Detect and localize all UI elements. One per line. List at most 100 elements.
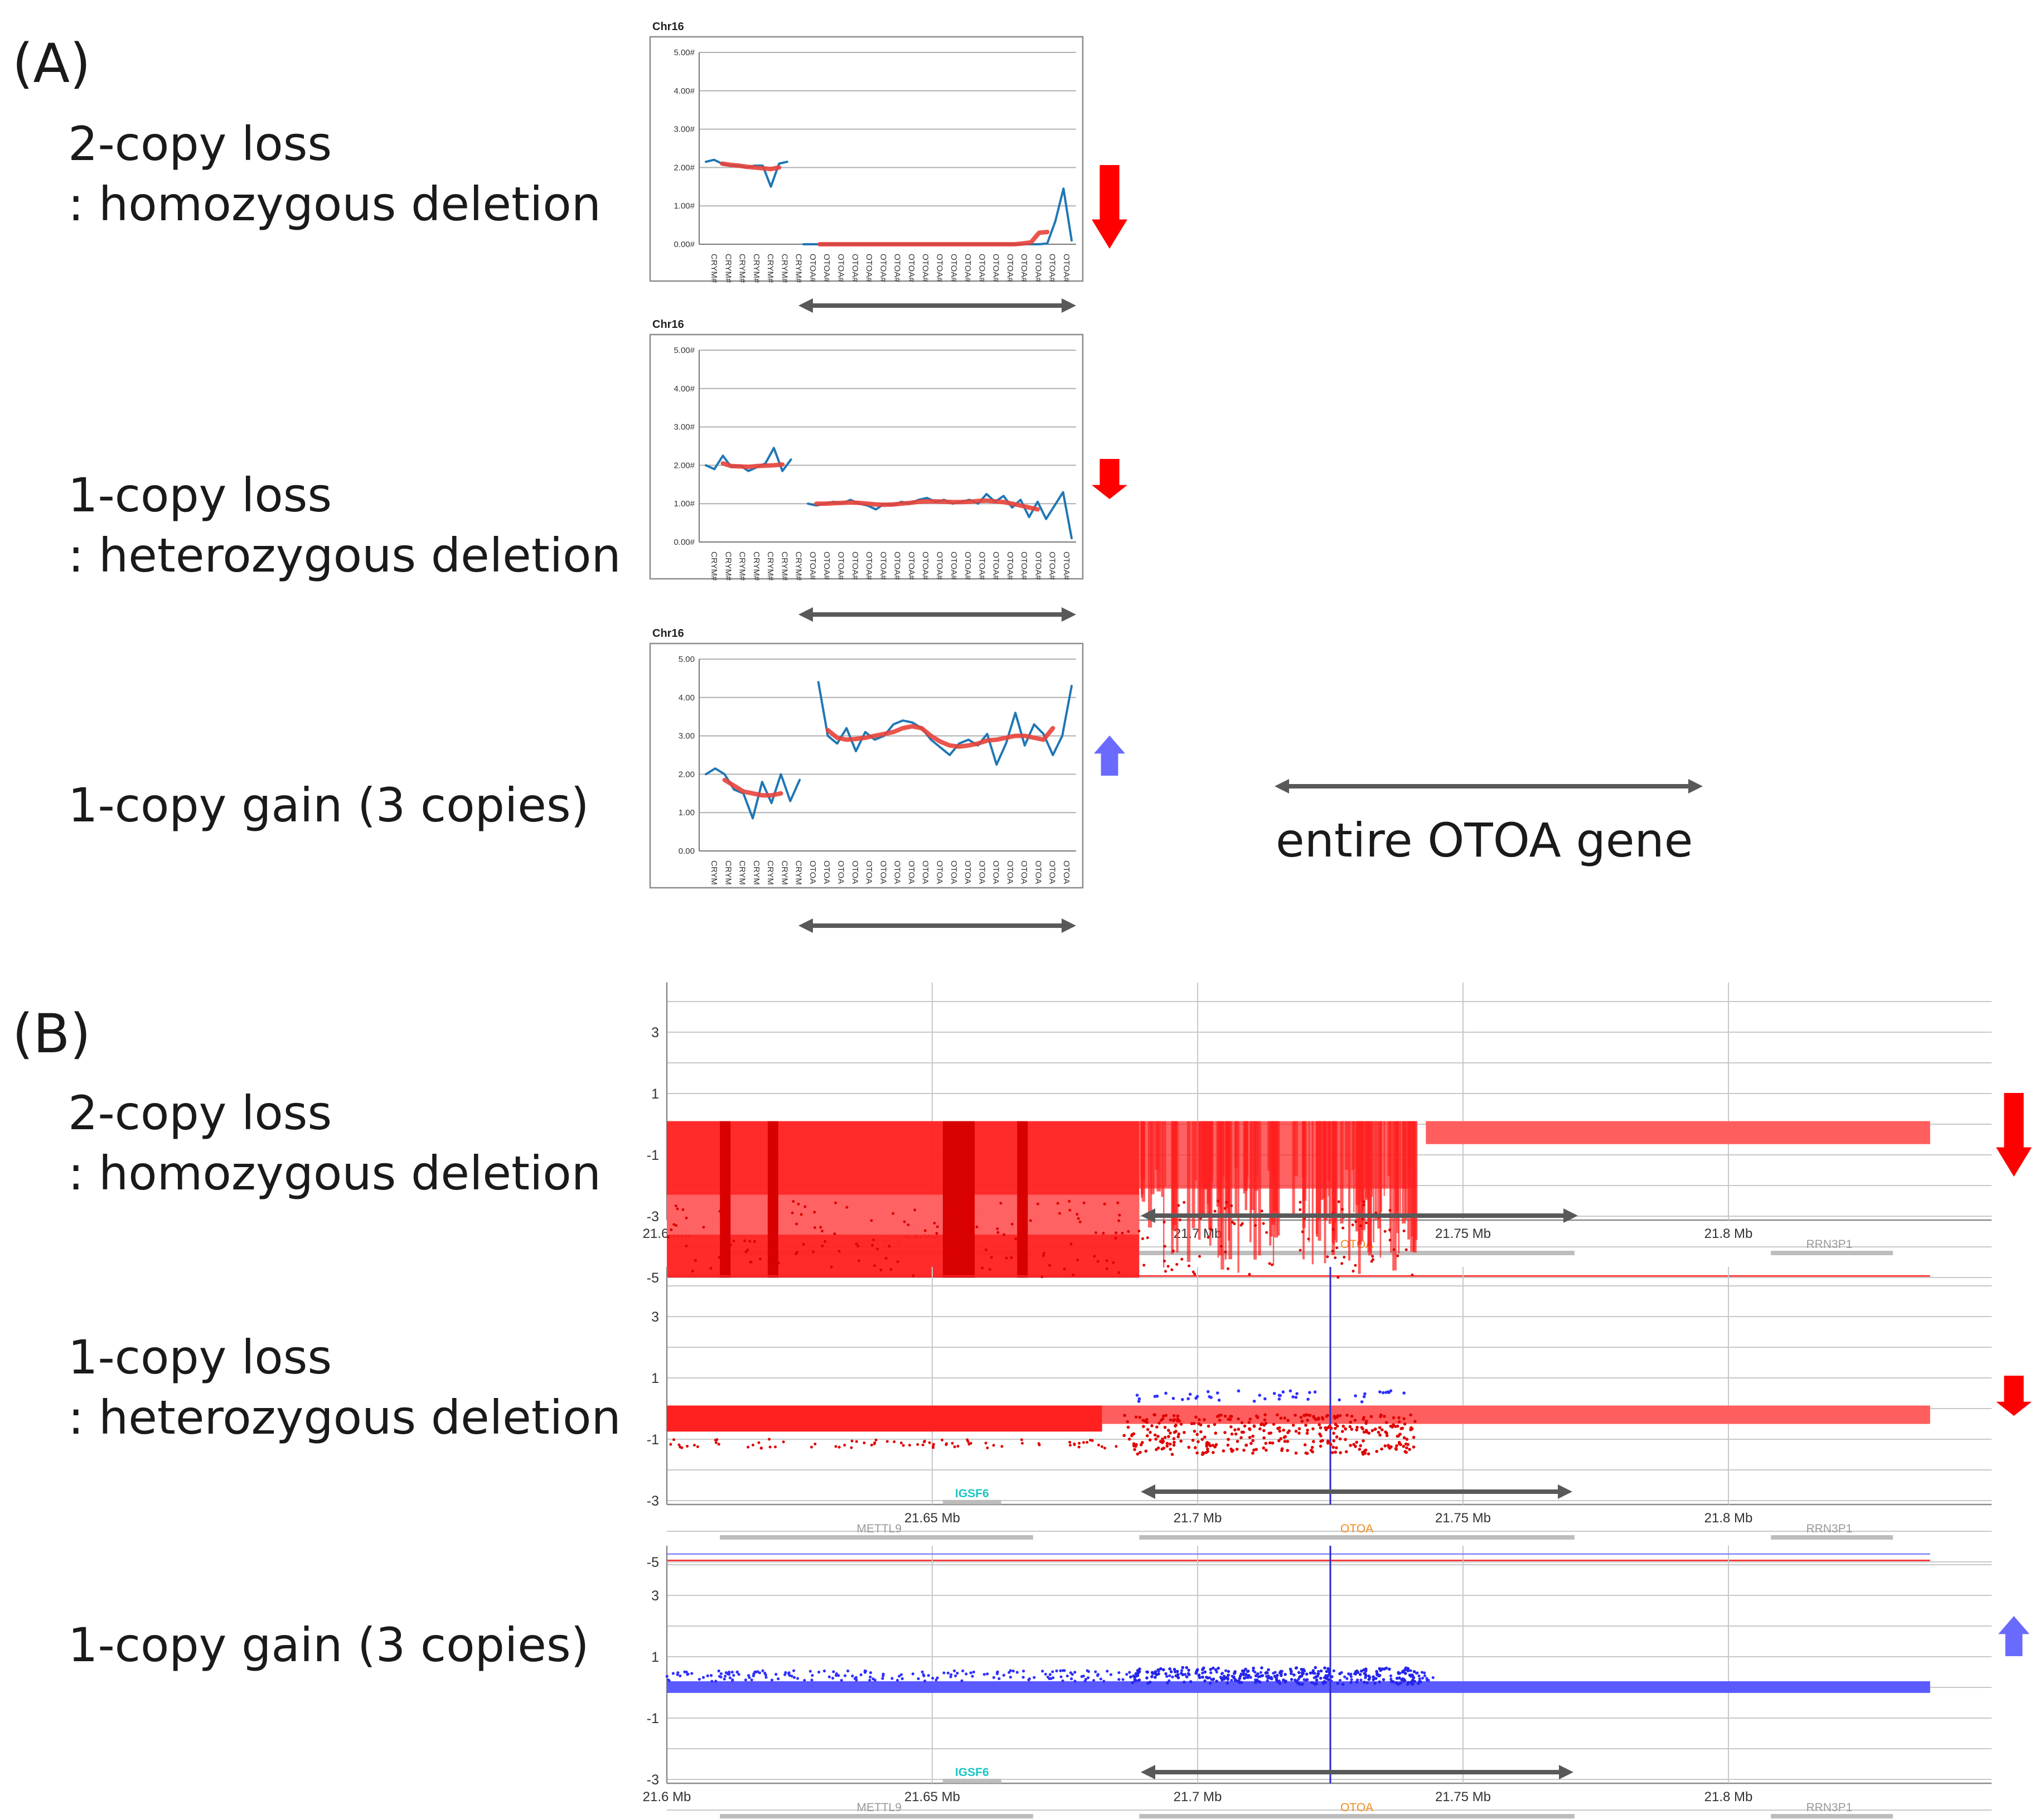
data-point [1206,1447,1209,1451]
data-point [996,1670,999,1673]
data-point [1056,1202,1059,1205]
data-point [690,1672,694,1675]
data-point [1358,1673,1362,1676]
data-point [832,1670,835,1673]
data-point [759,1447,763,1450]
data-point [1133,1678,1137,1682]
x-category-label: OTOA [850,860,860,884]
data-point [791,1211,794,1215]
data-point [1375,1672,1379,1676]
data-point [1345,1677,1349,1680]
data-point [1378,1426,1382,1429]
data-point [1395,1444,1398,1448]
double-arrow-right-head [1062,918,1076,933]
data-point [1372,1678,1375,1681]
data-point [1187,1445,1191,1449]
data-point [1363,1392,1367,1396]
x-category-label: OTOA# [1062,254,1071,282]
data-point [1137,1670,1141,1673]
x-tick-label: 21.7 Mb [1174,1511,1222,1526]
data-point [1349,1672,1353,1676]
data-point [1219,1676,1223,1680]
data-point [1165,1675,1169,1678]
y-tick-label: 4.00# [674,384,695,394]
data-point [1359,1224,1362,1227]
x-category-label: OTOA# [977,551,986,580]
data-point [1279,1437,1283,1440]
x-category-label: OTOA# [991,254,1001,282]
data-point [1360,1426,1364,1429]
data-point [1322,1681,1325,1685]
data-point [1233,1428,1237,1431]
data-point [803,1678,806,1682]
data-point [953,1445,956,1449]
data-point [1283,1672,1287,1676]
data-point [879,1269,883,1272]
data-point [732,1673,735,1677]
x-tick-label: 21.8 Mb [1704,1789,1753,1805]
data-point [850,1446,853,1449]
x-tick-label: 21.65 Mb [904,1511,960,1526]
data-point [1263,1418,1267,1422]
gene-label: RRN3P1 [1806,1238,1852,1251]
data-point [1315,1678,1319,1682]
data-point [1336,1414,1339,1418]
x-category-label: OTOA [822,860,831,884]
data-point [777,1677,780,1681]
data-point [672,1438,676,1441]
data-point [1005,1256,1008,1260]
data-point [855,1440,858,1443]
data-point [1211,1678,1215,1681]
data-point [1172,1414,1176,1418]
x-category-label: OTOA [1062,860,1071,884]
double-arrow-left-head [1275,779,1289,794]
data-point [1329,1426,1333,1430]
data-point [1002,1673,1006,1677]
x-tick-label: 21.65 Mb [904,1789,960,1805]
data-point [1398,1433,1402,1436]
data-point [1179,1423,1183,1426]
data-point [1238,1681,1242,1685]
data-point [1226,1681,1229,1685]
y-tick-label: 5.00# [674,346,695,355]
x-tick-label: 21.6 Mb [643,1789,691,1805]
y-tick-label: 1.00# [674,201,695,211]
data-point [1017,1245,1020,1248]
data-point [1128,1671,1131,1674]
data-point [966,1440,970,1443]
data-point [694,1259,697,1262]
data-point [863,1441,866,1445]
x-category-label: OTOA# [1048,551,1057,580]
data-point [1410,1426,1413,1430]
data-point [1308,1391,1311,1394]
data-point [686,1672,690,1676]
data-point [961,1669,965,1673]
data-point [1338,1414,1342,1418]
data-point [975,1225,979,1228]
data-point [1077,1217,1080,1220]
data-point [1153,1676,1157,1679]
row-b2-line1: 1-copy loss [68,1330,332,1385]
data-point [1279,1416,1283,1420]
data-point [1063,1669,1066,1672]
data-point [1100,1445,1103,1448]
data-point [827,1675,831,1678]
data-point [1188,1392,1192,1396]
data-point [927,1673,930,1677]
data-point [1383,1230,1387,1233]
data-point [856,1245,860,1248]
data-point [1138,1667,1141,1671]
y-tick-label: 2.00# [674,163,695,172]
data-point [1219,1245,1223,1248]
data-point [1187,1264,1190,1268]
cnv-layer [667,1267,1930,1561]
data-point [931,1676,934,1680]
data-point [1355,1680,1359,1684]
chart-b3-gain: 21.6 Mb 21.65 Mb 21.7 Mb 21.75 Mb 21.8 Mb 3 1 -… [643,1546,1992,1818]
x-tick-label: 21.8 Mb [1704,1226,1753,1241]
data-point [718,1256,721,1259]
data-point [1180,1257,1184,1261]
data-point [774,1232,778,1236]
x-category-label: OTOA# [907,551,916,580]
data-point [1305,1431,1309,1435]
